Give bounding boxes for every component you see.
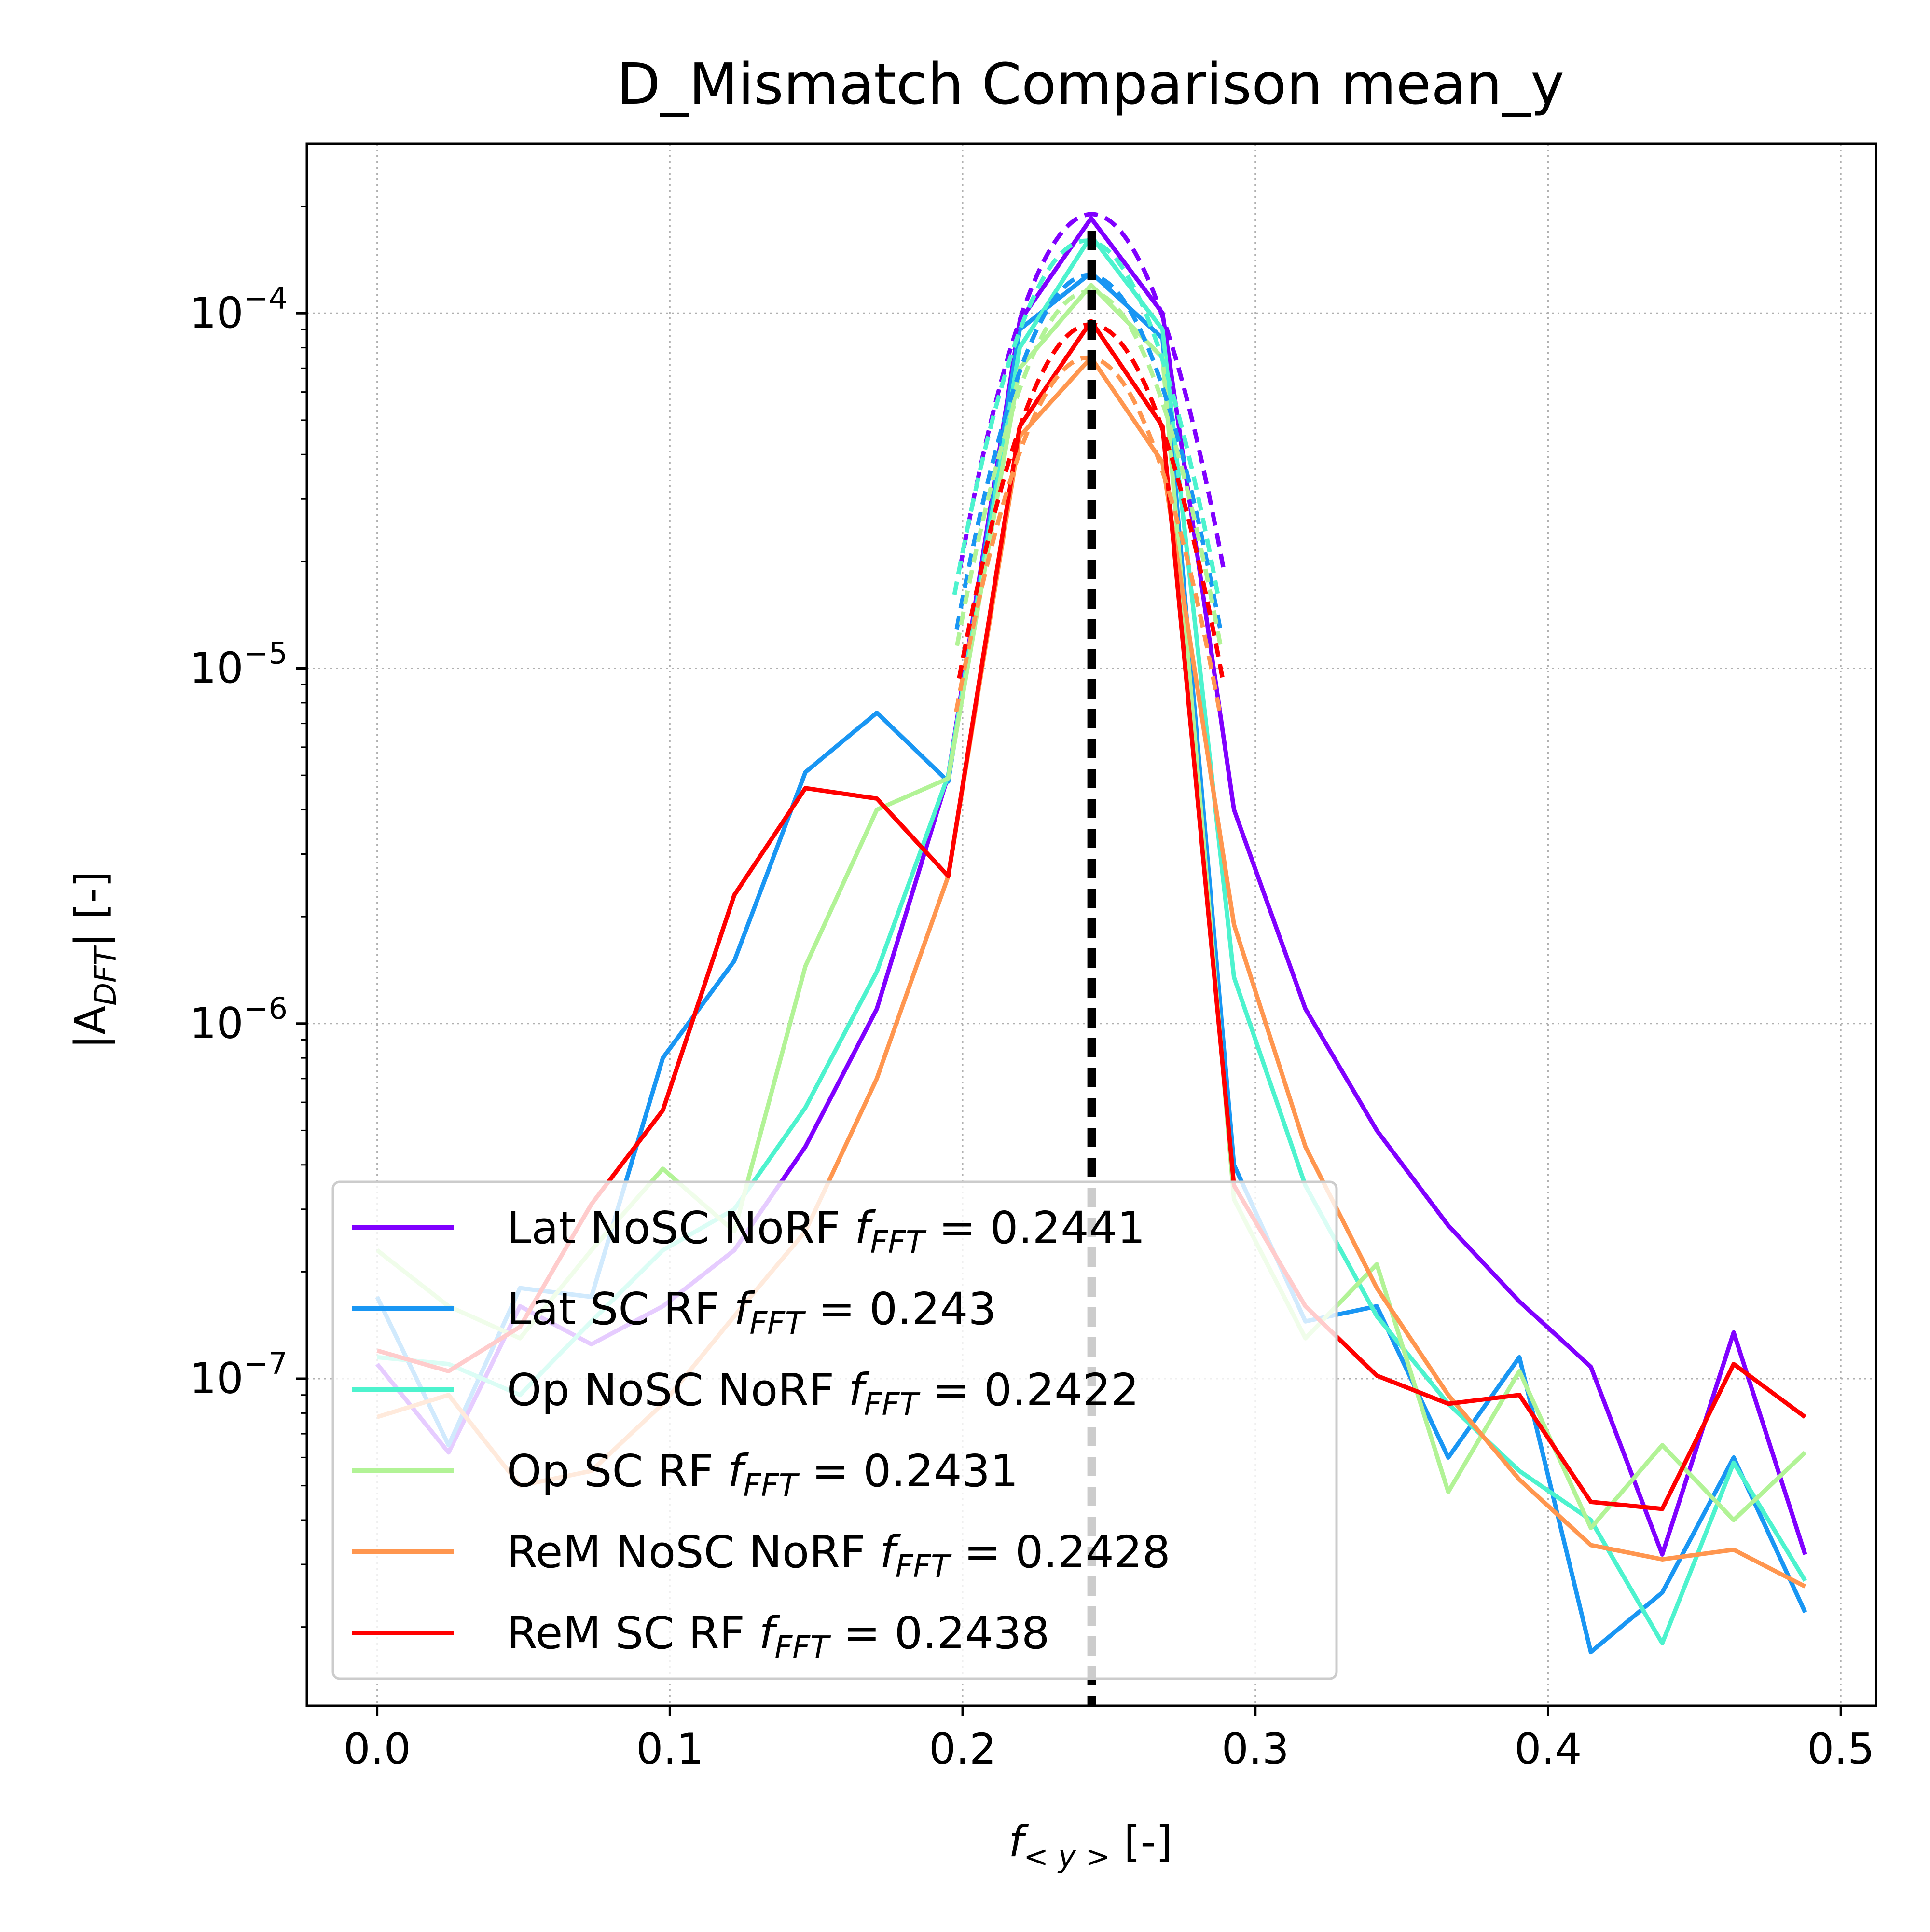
y-tick-label: 10−5 bbox=[190, 636, 288, 693]
legend-f-subscript: FFT bbox=[743, 1468, 800, 1504]
legend-frequency: = 0.243 bbox=[804, 1283, 996, 1335]
y-tick-exponent: −6 bbox=[244, 991, 288, 1026]
y-tick-exponent: −7 bbox=[244, 1346, 288, 1381]
legend-entry-6: ReM SC RF fFFT = 0.2438 bbox=[507, 1607, 1050, 1666]
legend-label: ReM NoSC NoRF bbox=[507, 1526, 880, 1578]
legend-f-subscript: FFT bbox=[870, 1225, 927, 1261]
legend-f-subscript: FFT bbox=[896, 1549, 952, 1585]
legend-frequency: = 0.2431 bbox=[798, 1445, 1018, 1497]
y-tick-exponent: −5 bbox=[244, 636, 288, 671]
y-tick-exponent: −4 bbox=[244, 280, 288, 315]
x-axis-label-subscript: < y > bbox=[1023, 1839, 1110, 1874]
series-fit-1 bbox=[958, 212, 1226, 569]
x-tick-label: 0.0 bbox=[344, 1724, 411, 1774]
x-axis-label-suffix: [-] bbox=[1110, 1817, 1172, 1866]
legend-frequency: = 0.2441 bbox=[924, 1202, 1145, 1254]
y-axis-label-suffix: | [-] bbox=[66, 871, 116, 947]
x-axis-label: f< y > [-] bbox=[1008, 1817, 1172, 1874]
legend-label: Op NoSC NoRF bbox=[507, 1364, 848, 1416]
x-tick-label: 0.3 bbox=[1222, 1724, 1289, 1774]
legend-label: Lat NoSC NoRF bbox=[507, 1202, 855, 1254]
x-tick-label: 0.1 bbox=[636, 1724, 703, 1774]
x-tick-label: 0.2 bbox=[929, 1724, 996, 1774]
legend-label: Lat SC RF bbox=[507, 1283, 734, 1335]
legend-f-subscript: FFT bbox=[864, 1387, 921, 1423]
y-tick-label: 10−4 bbox=[190, 280, 288, 338]
y-tick-base: 10 bbox=[190, 999, 244, 1048]
legend-label: ReM SC RF bbox=[507, 1607, 759, 1659]
series-fit-3 bbox=[952, 238, 1220, 595]
legend-label: Op SC RF bbox=[507, 1445, 728, 1497]
legend-f-subscript: FFT bbox=[774, 1630, 831, 1666]
legend-box bbox=[331, 1180, 1338, 1680]
chart-title: D_Mismatch Comparison mean_y bbox=[617, 51, 1564, 117]
y-tick-base: 10 bbox=[190, 644, 244, 693]
x-tick-label: 0.5 bbox=[1807, 1724, 1875, 1774]
x-tick-label: 0.4 bbox=[1515, 1724, 1582, 1774]
y-axis-label-subscript: DFT bbox=[88, 945, 123, 1005]
y-tick-base: 10 bbox=[190, 1354, 244, 1403]
y-axis-label-prefix: |A bbox=[66, 1006, 116, 1049]
legend-f-subscript: FFT bbox=[749, 1306, 806, 1342]
legend-frequency: = 0.2428 bbox=[950, 1526, 1170, 1578]
legend-frequency: = 0.2422 bbox=[918, 1364, 1139, 1416]
y-tick-label: 10−7 bbox=[190, 1346, 288, 1403]
axis-ticks: 0.0 0.1 0.2 0.3 0.4 0.510−710−610−510−4 bbox=[190, 206, 1875, 1774]
y-tick-base: 10 bbox=[190, 288, 244, 338]
legend-entry-3: Op NoSC NoRF fFFT = 0.2422 bbox=[507, 1364, 1139, 1423]
plot-frame bbox=[305, 142, 1877, 1707]
y-tick-label: 10−6 bbox=[190, 991, 288, 1048]
legend-entry-1: Lat NoSC NoRF fFFT = 0.2441 bbox=[507, 1202, 1145, 1261]
legend-frequency: = 0.2438 bbox=[829, 1607, 1049, 1659]
y-axis-label: |ADFT| [-] bbox=[66, 871, 123, 1049]
legend-entry-5: ReM NoSC NoRF fFFT = 0.2428 bbox=[507, 1526, 1171, 1585]
